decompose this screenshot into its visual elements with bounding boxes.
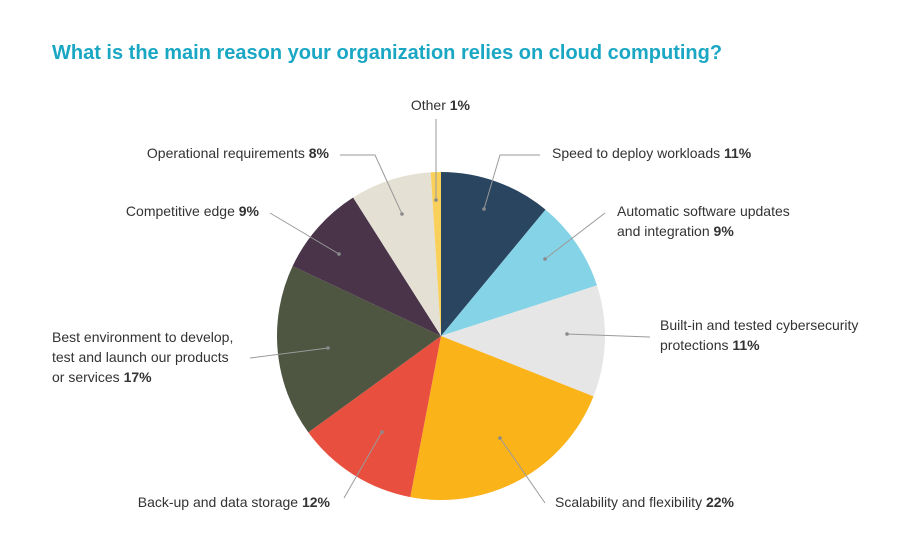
slice-label-text: and integration 9%: [617, 223, 734, 239]
leader-dot-5: [380, 430, 384, 434]
pie-slice-6: [276, 266, 441, 433]
slice-label-text: Automatic software updates: [617, 203, 790, 219]
leader-line-5: [343, 431, 383, 499]
slice-label-text: Built-in and tested cybersecurity: [660, 317, 859, 333]
slice-label-text: Back-up and data storage 12%: [137, 494, 330, 510]
pie-slice-4: [410, 336, 594, 501]
slice-label-text: Scalability and flexibility 22%: [555, 494, 734, 510]
slice-label-text: Operational requirements 8%: [146, 145, 329, 161]
leader-dot-8: [400, 212, 404, 216]
pie-slice-9: [430, 171, 441, 336]
slice-value-label: 11%: [732, 337, 760, 353]
leader-line-8: [340, 154, 403, 215]
slice-value-label: 8%: [308, 145, 329, 161]
leader-dot-6: [326, 346, 330, 350]
pie-slice-2: [441, 209, 597, 336]
slice-label-1: Speed to deploy workloads 11%: [552, 143, 751, 163]
pie-slice-1: [441, 172, 546, 336]
pie-slice-3: [441, 285, 605, 397]
slice-label-4: Scalability and flexibility 22%: [555, 492, 734, 512]
slice-value-label: 1%: [449, 97, 470, 113]
pie-slice-8: [353, 172, 441, 336]
leader-dot-1: [482, 207, 486, 211]
slice-value-label: 22%: [705, 494, 734, 510]
leader-line-4: [499, 437, 546, 504]
leader-dot-7: [337, 252, 341, 256]
slice-label-text: Best environment to develop,: [52, 329, 234, 345]
leader-dot-2: [543, 257, 547, 261]
slice-label-7: Competitive edge 9%: [126, 201, 259, 221]
slice-label-text: protections 11%: [660, 337, 760, 353]
leader-line-7: [269, 212, 340, 255]
pie-slice-7: [292, 197, 441, 336]
slice-value-label: 9%: [713, 223, 734, 239]
leader-dot-3: [565, 332, 569, 336]
leader-line-1: [483, 154, 540, 210]
slice-label-text: Other 1%: [410, 97, 470, 113]
slice-label-text: Speed to deploy workloads 11%: [552, 145, 752, 161]
slice-value-label: 17%: [123, 369, 152, 385]
slice-label-text: or services 17%: [52, 369, 152, 385]
leader-line-3: [566, 333, 651, 338]
slice-label-5: Back-up and data storage 12%: [138, 492, 330, 512]
slice-label-6: Best environment to develop, test and lau…: [52, 327, 233, 387]
slice-value-label: 11%: [724, 145, 752, 161]
leader-line-2: [544, 212, 606, 260]
leader-dot-4: [498, 436, 502, 440]
slice-value-label: 12%: [301, 494, 330, 510]
slice-label-3: Built-in and tested cybersecurity protect…: [660, 315, 858, 355]
chart-title: What is the main reason your organizatio…: [52, 42, 723, 64]
pie-slice-5: [308, 336, 441, 498]
leader-line-6: [249, 347, 329, 359]
leader-dot-9: [434, 198, 438, 202]
slice-label-8: Operational requirements 8%: [147, 143, 329, 163]
slice-value-label: 9%: [238, 203, 259, 219]
slice-label-9: Other 1%: [411, 95, 470, 115]
slice-label-text: Competitive edge 9%: [125, 203, 259, 219]
slice-label-2: Automatic software updates and integratio…: [617, 201, 790, 241]
slice-label-text: test and launch our products: [52, 349, 229, 365]
